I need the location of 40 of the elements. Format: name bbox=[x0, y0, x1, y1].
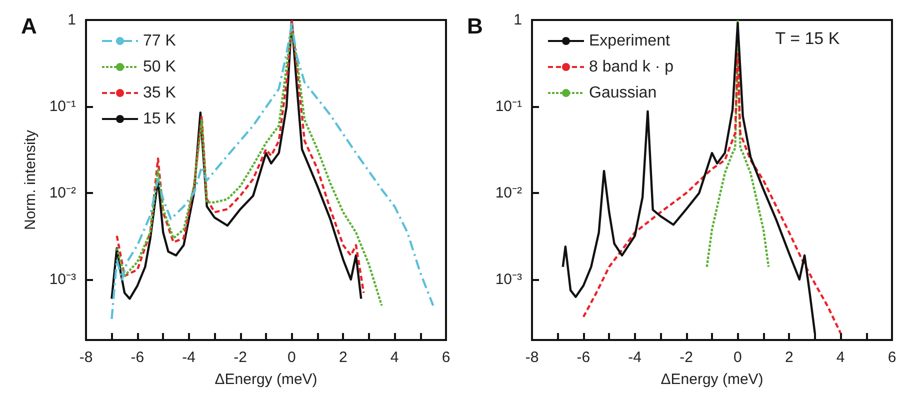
y-tick-label: 10⁻¹ bbox=[495, 98, 522, 116]
chart-title: A bbox=[21, 14, 37, 38]
x-tick-label: 4 bbox=[390, 349, 399, 366]
legend-label: 50 K bbox=[143, 58, 176, 76]
x-axis-title: ΔEnergy (meV) bbox=[214, 371, 318, 388]
x-tick-label: 0 bbox=[734, 349, 742, 366]
x-tick-label: -4 bbox=[628, 349, 642, 366]
y-tick-label: 1 bbox=[68, 12, 76, 28]
x-tick-label: 2 bbox=[338, 349, 348, 366]
x-tick-label: -2 bbox=[680, 349, 693, 366]
chart-title: B bbox=[467, 14, 483, 38]
x-tick-label: -8 bbox=[525, 349, 539, 366]
x-tick-label: 2 bbox=[784, 349, 794, 366]
legend-label: 35 K bbox=[143, 84, 176, 102]
x-axis-title: ΔEnergy (meV) bbox=[660, 371, 764, 388]
legend-label: 8 band k · p bbox=[589, 58, 674, 76]
x-tick-label: -2 bbox=[234, 349, 247, 366]
line-series bbox=[110, 22, 434, 320]
legend-label: Experiment bbox=[589, 32, 670, 50]
y-tick-label: 10⁻³ bbox=[49, 271, 76, 288]
x-tick-label: 6 bbox=[888, 349, 896, 366]
y-tick-label: 10⁻³ bbox=[495, 271, 522, 288]
y-tick-label: 1 bbox=[514, 12, 522, 28]
line-series bbox=[582, 52, 842, 334]
x-tick-label: -6 bbox=[576, 349, 590, 366]
legend-label: Gaussian bbox=[589, 84, 657, 102]
y-tick-label: 10⁻² bbox=[495, 184, 522, 202]
x-tick-label: -8 bbox=[79, 349, 93, 366]
y-axis-title: Norm. intensity bbox=[22, 129, 39, 230]
x-tick-label: 4 bbox=[836, 349, 845, 366]
legend-label: 77 K bbox=[143, 32, 176, 50]
x-tick-label: -6 bbox=[130, 349, 144, 366]
y-tick-label: 10⁻¹ bbox=[49, 98, 76, 116]
annotation: T = 15 K bbox=[775, 29, 840, 48]
legend-label: 15 K bbox=[143, 110, 176, 128]
line-series bbox=[706, 18, 770, 268]
y-tick-label: 10⁻² bbox=[49, 184, 76, 202]
x-tick-label: -4 bbox=[182, 349, 196, 366]
x-tick-label: 6 bbox=[442, 349, 450, 366]
x-tick-label: 0 bbox=[288, 349, 296, 366]
